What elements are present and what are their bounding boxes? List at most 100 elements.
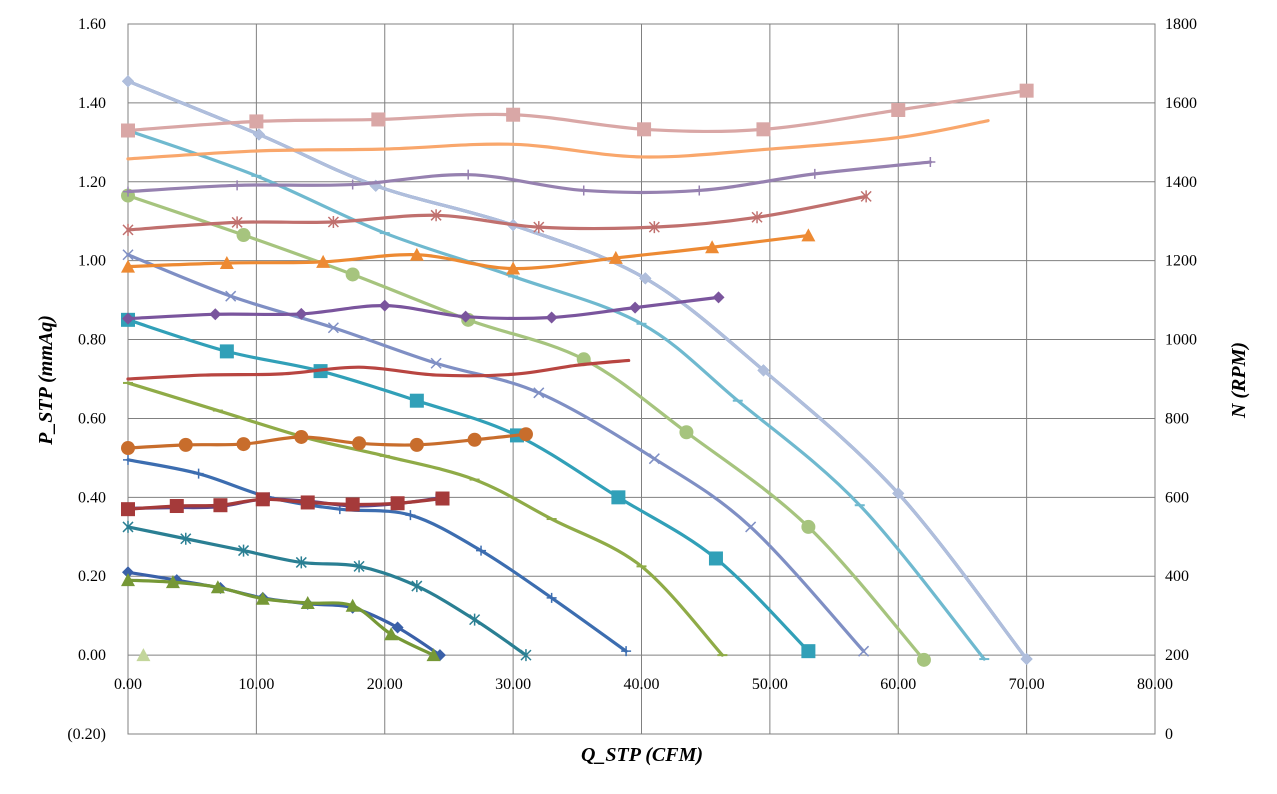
series-marker bbox=[122, 75, 134, 88]
series-marker bbox=[801, 228, 816, 242]
series-marker bbox=[520, 649, 532, 662]
series-marker bbox=[122, 566, 134, 579]
series-marker bbox=[122, 223, 134, 236]
series-marker bbox=[405, 510, 416, 521]
series-line bbox=[126, 119, 990, 161]
series-n2 bbox=[126, 119, 990, 161]
series-line bbox=[126, 194, 868, 232]
series-p11 bbox=[136, 648, 151, 662]
series-marker bbox=[608, 250, 623, 264]
y2-tick-label: 1400 bbox=[1165, 174, 1197, 191]
series-marker bbox=[327, 216, 339, 229]
series-marker bbox=[639, 272, 652, 285]
series-marker bbox=[891, 102, 906, 117]
series-marker bbox=[210, 580, 225, 594]
series-marker bbox=[252, 128, 265, 141]
series-marker bbox=[546, 592, 557, 603]
series-marker bbox=[801, 644, 816, 659]
y2-tick-label: 600 bbox=[1165, 489, 1189, 506]
series-marker bbox=[231, 216, 243, 229]
grid bbox=[127, 23, 1156, 735]
series-marker bbox=[435, 491, 450, 506]
y-tick-label: 0.40 bbox=[78, 489, 106, 506]
series-marker bbox=[238, 544, 250, 557]
series-marker bbox=[122, 312, 134, 325]
x-tick-label: 40.00 bbox=[624, 676, 660, 693]
series-marker bbox=[756, 122, 771, 137]
series-marker bbox=[123, 454, 133, 465]
series-marker bbox=[213, 498, 228, 513]
series-marker bbox=[469, 613, 481, 626]
series-marker bbox=[345, 267, 360, 282]
series-marker bbox=[611, 490, 626, 505]
series-marker bbox=[476, 545, 487, 556]
series-n1 bbox=[121, 83, 1034, 138]
series-marker bbox=[430, 209, 442, 222]
series-marker bbox=[533, 387, 545, 399]
series-marker bbox=[705, 240, 720, 254]
y-axis-left-ticks: (0.20) 0.00 0.20 0.40 0.60 0.80 1.00 1.20 1.40 1.… bbox=[67, 16, 106, 743]
series-n7 bbox=[126, 358, 631, 381]
x-axis-title: Q_STP (CFM) bbox=[581, 744, 703, 766]
series-marker bbox=[533, 221, 545, 234]
series-marker bbox=[294, 429, 309, 444]
series-marker bbox=[295, 556, 307, 569]
series-marker bbox=[232, 180, 243, 191]
series-line bbox=[126, 381, 724, 657]
y2-tick-label: 1800 bbox=[1165, 16, 1197, 33]
series-marker bbox=[352, 436, 367, 451]
series-line bbox=[126, 160, 932, 195]
series-marker bbox=[249, 114, 264, 129]
series-marker bbox=[892, 487, 905, 500]
series-line bbox=[126, 295, 721, 321]
y-tick-label: 0.80 bbox=[78, 332, 106, 349]
y-axis-left-title: P_STP (mmAq) bbox=[35, 315, 57, 446]
x-tick-label: 20.00 bbox=[367, 676, 403, 693]
y-tick-label: 0.00 bbox=[78, 647, 106, 664]
x-tick-label: 80.00 bbox=[1137, 676, 1173, 693]
series-p4 bbox=[122, 249, 870, 657]
series-line bbox=[126, 89, 1029, 134]
series-marker bbox=[236, 437, 251, 452]
series-marker bbox=[121, 123, 135, 138]
series-marker bbox=[347, 179, 358, 190]
series-marker bbox=[122, 520, 134, 533]
y2-tick-label: 1200 bbox=[1165, 253, 1197, 270]
series-marker bbox=[345, 598, 360, 612]
series-marker bbox=[925, 157, 936, 168]
series-marker bbox=[193, 468, 204, 479]
series-marker bbox=[255, 492, 270, 507]
series-marker bbox=[801, 519, 816, 534]
series-marker bbox=[751, 211, 763, 224]
series-marker bbox=[378, 299, 391, 312]
series-marker bbox=[409, 247, 424, 261]
y-axis-right-ticks: 0 200 400 600 800 1000 1200 1400 1600 1800 bbox=[1165, 16, 1197, 743]
series-marker bbox=[121, 441, 135, 456]
series-marker bbox=[506, 107, 521, 122]
series-marker bbox=[648, 221, 660, 234]
y2-tick-label: 400 bbox=[1165, 568, 1189, 585]
series-marker bbox=[409, 437, 424, 452]
series-n4 bbox=[122, 190, 872, 236]
x-axis-ticks: 0.00 10.00 20.00 30.00 40.00 50.00 60.00 70.00 8… bbox=[114, 676, 1173, 693]
series-marker bbox=[121, 259, 135, 273]
series-marker bbox=[219, 344, 234, 359]
y-tick-label: 1.40 bbox=[78, 95, 106, 112]
series-marker bbox=[136, 648, 151, 662]
series-p7 bbox=[123, 454, 632, 657]
series-marker bbox=[708, 551, 723, 566]
series-marker bbox=[169, 499, 184, 514]
series-marker bbox=[178, 437, 193, 452]
y2-tick-label: 1600 bbox=[1165, 95, 1197, 112]
y-tick-label: 1.00 bbox=[78, 253, 106, 270]
series-marker bbox=[545, 311, 558, 324]
series-marker bbox=[209, 308, 222, 321]
series-marker bbox=[295, 307, 308, 320]
series-marker bbox=[459, 310, 472, 323]
series-marker bbox=[390, 496, 405, 511]
y2-tick-label: 0 bbox=[1165, 726, 1173, 743]
series-marker bbox=[694, 185, 705, 196]
series-marker bbox=[316, 254, 331, 268]
series-marker bbox=[384, 627, 399, 641]
series-line bbox=[126, 79, 1029, 661]
